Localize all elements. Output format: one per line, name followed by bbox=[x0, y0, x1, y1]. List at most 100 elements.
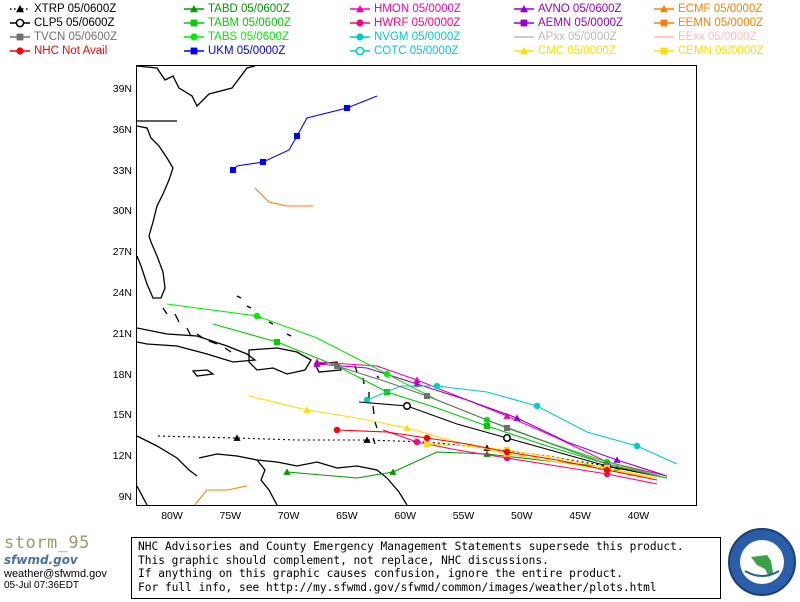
track-point-marker bbox=[333, 362, 341, 370]
track-point-marker bbox=[503, 424, 511, 432]
model-track-line bbox=[156, 435, 668, 479]
model-track-line bbox=[194, 485, 248, 505]
legend-swatch-icon bbox=[514, 47, 534, 55]
sfwmd-logo-text: sfwmd.gov bbox=[4, 553, 78, 567]
legend-swatch-icon bbox=[514, 19, 534, 27]
disclaimer-line-4[interactable]: For full info, see http://my.sfwmd.gov/s… bbox=[138, 580, 657, 594]
sfwmd-seal-icon bbox=[727, 527, 797, 597]
legend-label: CMC 05/0000Z bbox=[538, 45, 616, 57]
legend-swatch-icon bbox=[350, 19, 370, 27]
model-track-line bbox=[366, 385, 678, 465]
latitude-label: 36N bbox=[112, 123, 132, 136]
track-point-marker bbox=[433, 382, 441, 390]
legend-label: ECMF 05/0000Z bbox=[678, 3, 763, 15]
legend-swatch-icon bbox=[514, 36, 534, 38]
legend-label: AVNO 05/0600Z bbox=[538, 3, 622, 15]
legend-label: TABS 05/0600Z bbox=[208, 31, 289, 43]
track-point-marker bbox=[343, 104, 351, 112]
legend-label: COTC 05/0000Z bbox=[374, 45, 459, 57]
track-point-marker bbox=[233, 434, 241, 441]
latitude-label: 21N bbox=[112, 327, 132, 340]
legend-label: TVCN 05/0600Z bbox=[34, 31, 118, 43]
legend-label: CLP5 05/0600Z bbox=[34, 17, 115, 29]
track-point-marker bbox=[603, 466, 611, 474]
latitude-label: 33N bbox=[112, 164, 132, 177]
model-track-line bbox=[212, 323, 668, 479]
track-point-marker bbox=[533, 402, 541, 410]
model-track-line bbox=[316, 363, 668, 477]
model-track-line bbox=[316, 361, 668, 477]
legend-swatch-icon bbox=[184, 33, 204, 41]
longitude-label: 45W bbox=[569, 510, 591, 522]
longitude-label: 40W bbox=[627, 510, 650, 522]
legend-swatch-icon bbox=[514, 5, 534, 13]
track-point-marker bbox=[603, 460, 611, 468]
track-point-marker bbox=[513, 414, 521, 421]
longitude-label: 75W bbox=[219, 510, 242, 522]
latitude-label: 24N bbox=[112, 287, 132, 299]
legend-label: CEMN 05/0000Z bbox=[678, 45, 764, 57]
track-point-marker bbox=[293, 132, 301, 140]
latitude-label: 9N bbox=[118, 491, 132, 503]
track-point-marker bbox=[413, 380, 421, 387]
track-map-svg bbox=[137, 66, 678, 505]
disclaimer-line-2: This graphic should complement, not repl… bbox=[138, 553, 549, 567]
legend-swatch-icon bbox=[10, 5, 30, 13]
legend-label: NVGM 05/0000Z bbox=[374, 31, 461, 43]
latitude-label: 39N bbox=[112, 83, 132, 95]
legend-swatch-icon bbox=[654, 47, 674, 55]
track-point-marker bbox=[283, 468, 291, 475]
longitude-label: 60W bbox=[394, 510, 416, 522]
track-point-marker bbox=[383, 370, 391, 378]
track-point-marker bbox=[273, 338, 281, 346]
legend-swatch-icon bbox=[654, 5, 674, 13]
track-point-marker bbox=[313, 360, 321, 367]
longitude-label: 50W bbox=[511, 510, 533, 522]
longitude-label: 80W bbox=[161, 510, 183, 522]
legend-swatch-icon bbox=[654, 19, 674, 27]
track-point-marker bbox=[503, 412, 511, 419]
track-point-marker bbox=[403, 424, 411, 431]
track-point-marker bbox=[613, 456, 621, 463]
legend-swatch-icon bbox=[184, 47, 204, 55]
longitude-label: 55W bbox=[452, 510, 475, 522]
latitude-label: 18N bbox=[112, 368, 132, 381]
track-point-marker bbox=[423, 440, 431, 448]
legend-label: HWRF 05/0000Z bbox=[374, 17, 461, 29]
track-point-marker bbox=[253, 312, 261, 320]
timestamp: 05-Jul 07:36EDT bbox=[4, 580, 80, 591]
model-legend: XTRP 05/0600Z TABD 05/0600Z HMON 05/0000Z A… bbox=[0, 0, 800, 60]
track-map bbox=[136, 65, 697, 506]
track-point-marker bbox=[483, 422, 491, 430]
legend-swatch-icon bbox=[10, 33, 30, 41]
longitude-label: 70W bbox=[277, 510, 300, 522]
track-point-marker bbox=[363, 436, 371, 443]
storm-logo-text: storm_95 bbox=[4, 533, 90, 553]
disclaimer-box: NHC Advisories and County Emergency Mana… bbox=[131, 537, 721, 599]
track-point-marker bbox=[363, 396, 371, 404]
track-point-marker bbox=[503, 434, 511, 442]
track-point-marker bbox=[503, 448, 511, 456]
track-point-marker bbox=[333, 426, 341, 434]
track-point-marker bbox=[403, 402, 411, 410]
model-track-line bbox=[254, 187, 313, 207]
legend-label: TABM 05/0600Z bbox=[208, 17, 291, 29]
contact-email: weather@sfwmd.gov bbox=[4, 568, 107, 580]
legend-label: TABD 05/0600Z bbox=[208, 3, 290, 15]
model-track-line bbox=[336, 429, 658, 481]
legend-swatch-icon bbox=[184, 19, 204, 27]
track-point-marker bbox=[423, 434, 431, 442]
track-point-marker bbox=[413, 376, 421, 383]
track-point-marker bbox=[229, 166, 237, 174]
legend-label: EEMN 05/0000Z bbox=[678, 17, 764, 29]
model-track-line bbox=[232, 95, 378, 171]
legend-label: NHC Not Avail bbox=[34, 45, 108, 57]
legend-swatch-icon bbox=[350, 5, 370, 13]
disclaimer-line-3: If anything on this graphic causes confu… bbox=[138, 567, 623, 580]
legend-label: UKM 05/0000Z bbox=[208, 45, 286, 57]
latitude-label: 27N bbox=[112, 246, 132, 259]
legend-label: AEMN 05/0000Z bbox=[538, 17, 624, 29]
legend-label: EExx 05/0000Z bbox=[678, 31, 757, 43]
legend-label: HMON 05/0000Z bbox=[374, 3, 461, 15]
track-point-marker bbox=[303, 406, 311, 413]
